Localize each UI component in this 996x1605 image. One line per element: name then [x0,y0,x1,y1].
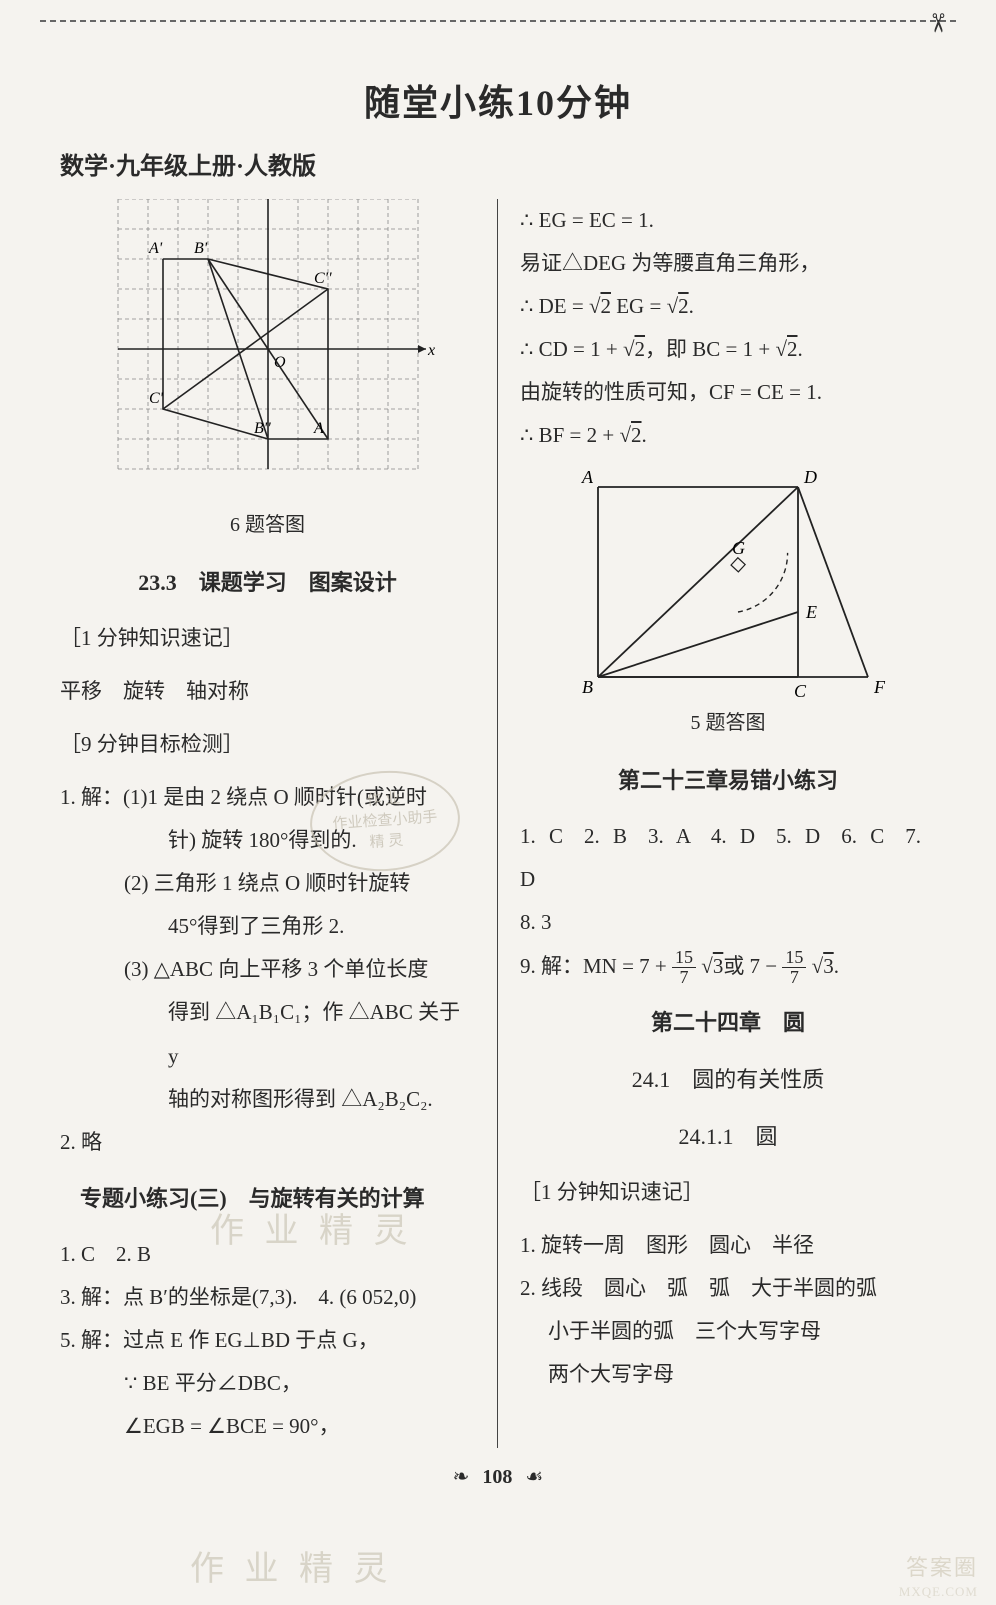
error-q8: 8. 3 [520,901,936,944]
q1-part2-cont: 45°得到了三角形 2. [60,905,475,948]
watermark-2: 作 业 精 灵 [190,1535,394,1605]
knowledge-2b: 小于半圆的弧 三个大写字母 [520,1310,936,1353]
r-line-3: ∴ DE = √2 EG = √2. [520,285,936,328]
frac-15-7-b: 157 [782,948,806,987]
r-line-1: ∴ EG = EC = 1. [520,199,936,242]
q1-part3: (3) △ABC 向上平移 3 个单位长度 [60,948,475,991]
two-column-layout: xyOA'B'C''C'B''A 6 题答图 23.3 课题学习 图案设计 ［1… [60,199,936,1448]
special-q5-c: ∠EGB = ∠BCE = 90°， [60,1405,475,1448]
q9end: . [834,954,839,978]
num-b: 15 [782,948,806,968]
section-24-1-heading: 24.1 圆的有关性质 [520,1057,936,1102]
svg-text:x: x [427,342,435,359]
special-q5: 5. 解：过点 E 作 EG⊥BD 于点 G， [60,1319,475,1362]
knowledge-1: 1. 旋转一周 图形 圆心 半径 [520,1224,936,1267]
sqrt2-a: 2 [600,294,611,318]
q1-part1: 1. 解：(1)1 是由 2 绕点 O 顺时针(或逆时 [60,776,475,819]
corner-url-watermark: MXQE.COM [899,1584,978,1600]
q1-part1-cont: 针) 旋转 180°得到的. [60,819,475,862]
q1-part2: (2) 三角形 1 绕点 O 顺时针旋转 [60,862,475,905]
sqrt2-d: 2 [787,337,798,361]
figure-5-caption: 5 题答图 [520,703,936,744]
svg-text:A: A [581,467,594,487]
r4a: ∴ CD = 1 + [520,337,623,361]
error-q9: 9. 解：MN = 7 + 157 √3或 7 − 157 √3. [520,945,936,988]
quick-memory-2-heading: ［1 分钟知识速记］ [520,1171,936,1214]
right-column: ∴ EG = EC = 1. 易证△DEG 为等腰直角三角形， ∴ DE = √… [498,199,936,1448]
r4c: . [798,337,803,361]
target-check-heading: ［9 分钟目标检测］ [60,723,475,766]
r6a: ∴ BF = 2 + [520,423,619,447]
r-line-4: ∴ CD = 1 + √2，即 BC = 1 + √2. [520,328,936,371]
page-subtitle: 数学·九年级上册·人教版 [60,146,936,181]
svg-text:B': B' [194,240,208,257]
svg-text:C: C [794,681,807,697]
special-practice-heading: 专题小练习(三) 与旋转有关的计算 [80,1176,475,1221]
page-title: 随堂小练10分钟 [60,74,936,126]
r3c: . [689,294,694,318]
page-number: 108 [482,1466,512,1488]
svg-text:B'': B'' [254,420,271,437]
svg-text:O: O [274,354,286,371]
chapter-23-error-heading: 第二十三章易错小练习 [520,758,936,803]
sqrt2-e: 2 [631,423,642,447]
grid-diagram: xyOA'B'C''C'B''A [88,199,448,499]
section-24-1-1-heading: 24.1.1 圆 [520,1114,936,1159]
q1-part3-cont1: 得到 △A₁B₁C₁；作 △ABC 关于 y [60,991,475,1077]
page-footer: ❧ 108 ☙ [60,1464,936,1489]
r3b: EG = [616,294,666,318]
svg-text:C'': C'' [314,270,332,287]
r-line-2: 易证△DEG 为等腰直角三角形， [520,242,936,285]
quick-memory-body: 平移 旋转 轴对称 [60,670,475,713]
svg-text:E: E [805,602,817,622]
corner-watermark: 答案圈 [906,1550,978,1582]
svg-text:F: F [873,677,886,697]
svg-text:A': A' [148,240,163,257]
svg-text:A: A [313,420,324,437]
knowledge-2c: 两个大写字母 [520,1353,936,1396]
footer-ornament-left: ❧ [453,1466,470,1488]
q1-part3-cont2: 轴的对称图形得到 △A₂B₂C₂. [60,1078,475,1121]
footer-ornament-right: ☙ [525,1466,543,1488]
sqrt2-c: 2 [635,337,646,361]
special-q1-q2: 1. C 2. B [60,1233,475,1276]
page-root: ✂ 随堂小练10分钟 数学·九年级上册·人教版 xyOA'B'C''C'B''A… [0,0,996,1600]
q9a: 9. 解：MN = 7 + [520,954,672,978]
sqrt2-b: 2 [678,294,689,318]
sqrt3-a: 3 [713,954,724,978]
r3a: ∴ DE = [520,294,589,318]
scissors-icon: ✂ [922,12,952,34]
left-column: xyOA'B'C''C'B''A 6 题答图 23.3 课题学习 图案设计 ［1… [60,199,498,1448]
quick-memory-heading: ［1 分钟知识速记］ [60,617,475,660]
sqrt3-b: 3 [823,954,834,978]
section-23-3-heading: 23.3 课题学习 图案设计 [60,560,475,605]
figure-6-caption: 6 题答图 [60,505,475,546]
chapter-24-heading: 第二十四章 圆 [520,1000,936,1045]
den-a: 7 [672,968,696,987]
special-q5-b: ∵ BE 平分∠DBC， [60,1362,475,1405]
special-q3-q4: 3. 解：点 B′的坐标是(7,3). 4. (6 052,0) [60,1276,475,1319]
den-b: 7 [782,968,806,987]
svg-text:D: D [803,467,817,487]
svg-text:B: B [582,677,593,697]
cut-line [40,20,956,22]
r-line-6: ∴ BF = 2 + √2. [520,414,936,457]
square-diagram: A D B C F E G [568,467,888,697]
num-a: 15 [672,948,696,968]
q9mid: 或 7 − [723,954,782,978]
r4b: ，即 BC = 1 + [645,337,775,361]
r-line-5: 由旋转的性质可知，CF = CE = 1. [520,371,936,414]
q2: 2. 略 [60,1121,475,1164]
error-answers-row: 1. C 2. B 3. A 4. D 5. D 6. C 7. D [520,815,936,901]
r6b: . [642,423,647,447]
frac-15-7-a: 157 [672,948,696,987]
knowledge-2a: 2. 线段 圆心 弧 弧 大于半圆的弧 [520,1267,936,1310]
svg-text:G: G [732,538,745,558]
svg-text:C': C' [149,390,164,407]
